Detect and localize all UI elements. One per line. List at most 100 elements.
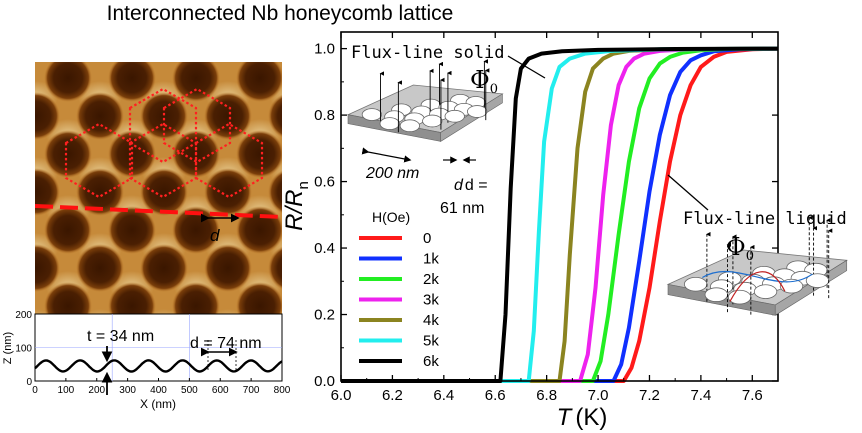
flux-line-liquid-schematic: Flux-line liquid Φ0 (666, 174, 848, 316)
x-axis-label-unit: (K) (575, 404, 607, 431)
profile-y-tick-label: 0 (26, 377, 32, 388)
afm-hole (172, 62, 220, 102)
y-axis-label: R/Rn (281, 181, 312, 231)
resistance-chart: 6.0 6.2 6.4 6.6 6.8 7.0 7.2 7.4 7.6 0.0 0.2 0.4 0.6… (281, 31, 848, 431)
x-tick-label: 6.8 (536, 387, 557, 404)
thickness-label: t = 34 nm (87, 328, 154, 345)
afm-hole (172, 282, 220, 314)
profile-x-tick-label: 600 (212, 385, 229, 396)
legend-label: 3k (423, 292, 439, 309)
period-label: 200 nm (365, 165, 419, 182)
profile-x-axis-label: X (nm) (140, 397, 176, 411)
afm-hole (35, 168, 60, 216)
afm-hole (0, 206, 28, 254)
y-tick-label: 0.4 (314, 240, 335, 257)
profile-line (35, 204, 282, 219)
x-tick-label: 6.2 (382, 387, 403, 404)
x-tick-label: 7.2 (639, 387, 660, 404)
profile-y-tick-label: 200 (15, 310, 32, 321)
x-tick-label: 6.4 (433, 387, 454, 404)
y-tick-label: 0.6 (314, 174, 335, 191)
afm-hole (268, 94, 282, 138)
profile-x-tick-label: 0 (32, 385, 38, 396)
afm-hole (76, 168, 124, 216)
legend-title: H(Oe) (372, 209, 410, 225)
flux-line-solid-label: Flux-line solid (351, 43, 505, 63)
afm-hole (44, 62, 92, 102)
profile-x-tick-label: 300 (119, 385, 136, 396)
phi-symbol-liquid: Φ0 (726, 233, 754, 264)
x-tick-label: 7.6 (742, 387, 763, 404)
legend-label: 0 (423, 230, 431, 247)
x-tick-label: 7.0 (588, 387, 609, 404)
x-axis-label-main: T (557, 404, 574, 431)
afm-hole (204, 168, 252, 216)
afm-hole (204, 92, 252, 140)
afm-hole (35, 244, 60, 292)
profile-x-tick-label: 200 (88, 385, 105, 396)
afm-hole (44, 282, 92, 314)
plot-frame (340, 31, 779, 382)
y-tick-label: 1.0 (314, 41, 335, 58)
hole-diameter-label: d (210, 226, 220, 245)
legend-label: 6k (423, 353, 439, 370)
x-tick-label: 6.6 (485, 387, 506, 404)
profile-x-tick-label: 800 (274, 385, 291, 396)
afm-image (0, 54, 380, 330)
flux-line-liquid-label: Flux-line liquid (683, 209, 847, 229)
afm-hole (0, 282, 28, 330)
profile-diameter-label: d = 74 nm (190, 335, 262, 352)
afm-hole (268, 170, 282, 214)
profile-x-tick-label: 100 (58, 385, 75, 396)
y-tick-label: 0.2 (314, 307, 335, 324)
afm-hole (44, 206, 92, 254)
series-line-1k (341, 46, 779, 383)
afm-hole (236, 206, 282, 254)
x-tick-label: 7.4 (690, 387, 711, 404)
afm-hole (332, 244, 380, 292)
profile-x-tick-label: 400 (150, 385, 167, 396)
afm-hole (0, 130, 28, 178)
legend-label: 2k (423, 271, 439, 288)
profile-y-tick-label: 100 (15, 344, 32, 355)
afm-hole (44, 130, 92, 178)
inset-d-value: 61 nm (440, 200, 484, 217)
legend-label: 1k (423, 251, 439, 268)
height-profile: 0 100 200 300 400 500 600 700 800 0 100 200 X (nm)… (2, 310, 291, 411)
profile-y-axis-label: Z (nm) (2, 332, 14, 364)
y-tick-label: 0.8 (314, 107, 335, 124)
afm-hole (76, 244, 124, 292)
series-line-6k (341, 46, 779, 383)
afm-hole (268, 246, 282, 290)
profile-x-tick-label: 500 (181, 385, 198, 396)
afm-hole (140, 92, 188, 140)
y-tick-label: 0.0 (314, 373, 335, 390)
profile-x-tick-label: 700 (243, 385, 260, 396)
afm-hole (76, 92, 124, 140)
afm-hole (140, 244, 188, 292)
afm-hole (236, 282, 282, 314)
afm-hole (108, 206, 156, 254)
afm-hole (0, 54, 28, 102)
x-tick-label: 6.0 (331, 387, 352, 404)
y-axis-label-sub: n (295, 181, 312, 189)
x-axis-label: T (K) (557, 404, 608, 431)
hexagon-outlines (64, 87, 264, 199)
afm-hole (236, 62, 282, 102)
legend: H(Oe) 0 1k 2k 3k 4k 5k 6k (359, 209, 439, 370)
afm-hole (35, 92, 60, 140)
phi-symbol-solid: Φ0 (470, 66, 498, 97)
legend-label: 5k (423, 333, 439, 350)
afm-hole (204, 244, 252, 292)
figure-title: Interconnected Nb honeycomb lattice (106, 2, 454, 25)
legend-label: 4k (423, 312, 439, 329)
profile-curve (34, 359, 283, 373)
afm-hole (108, 282, 156, 314)
afm-hole (108, 62, 156, 102)
afm-hole (140, 168, 188, 216)
afm-hole (236, 130, 282, 178)
series-line-0 (341, 46, 779, 383)
